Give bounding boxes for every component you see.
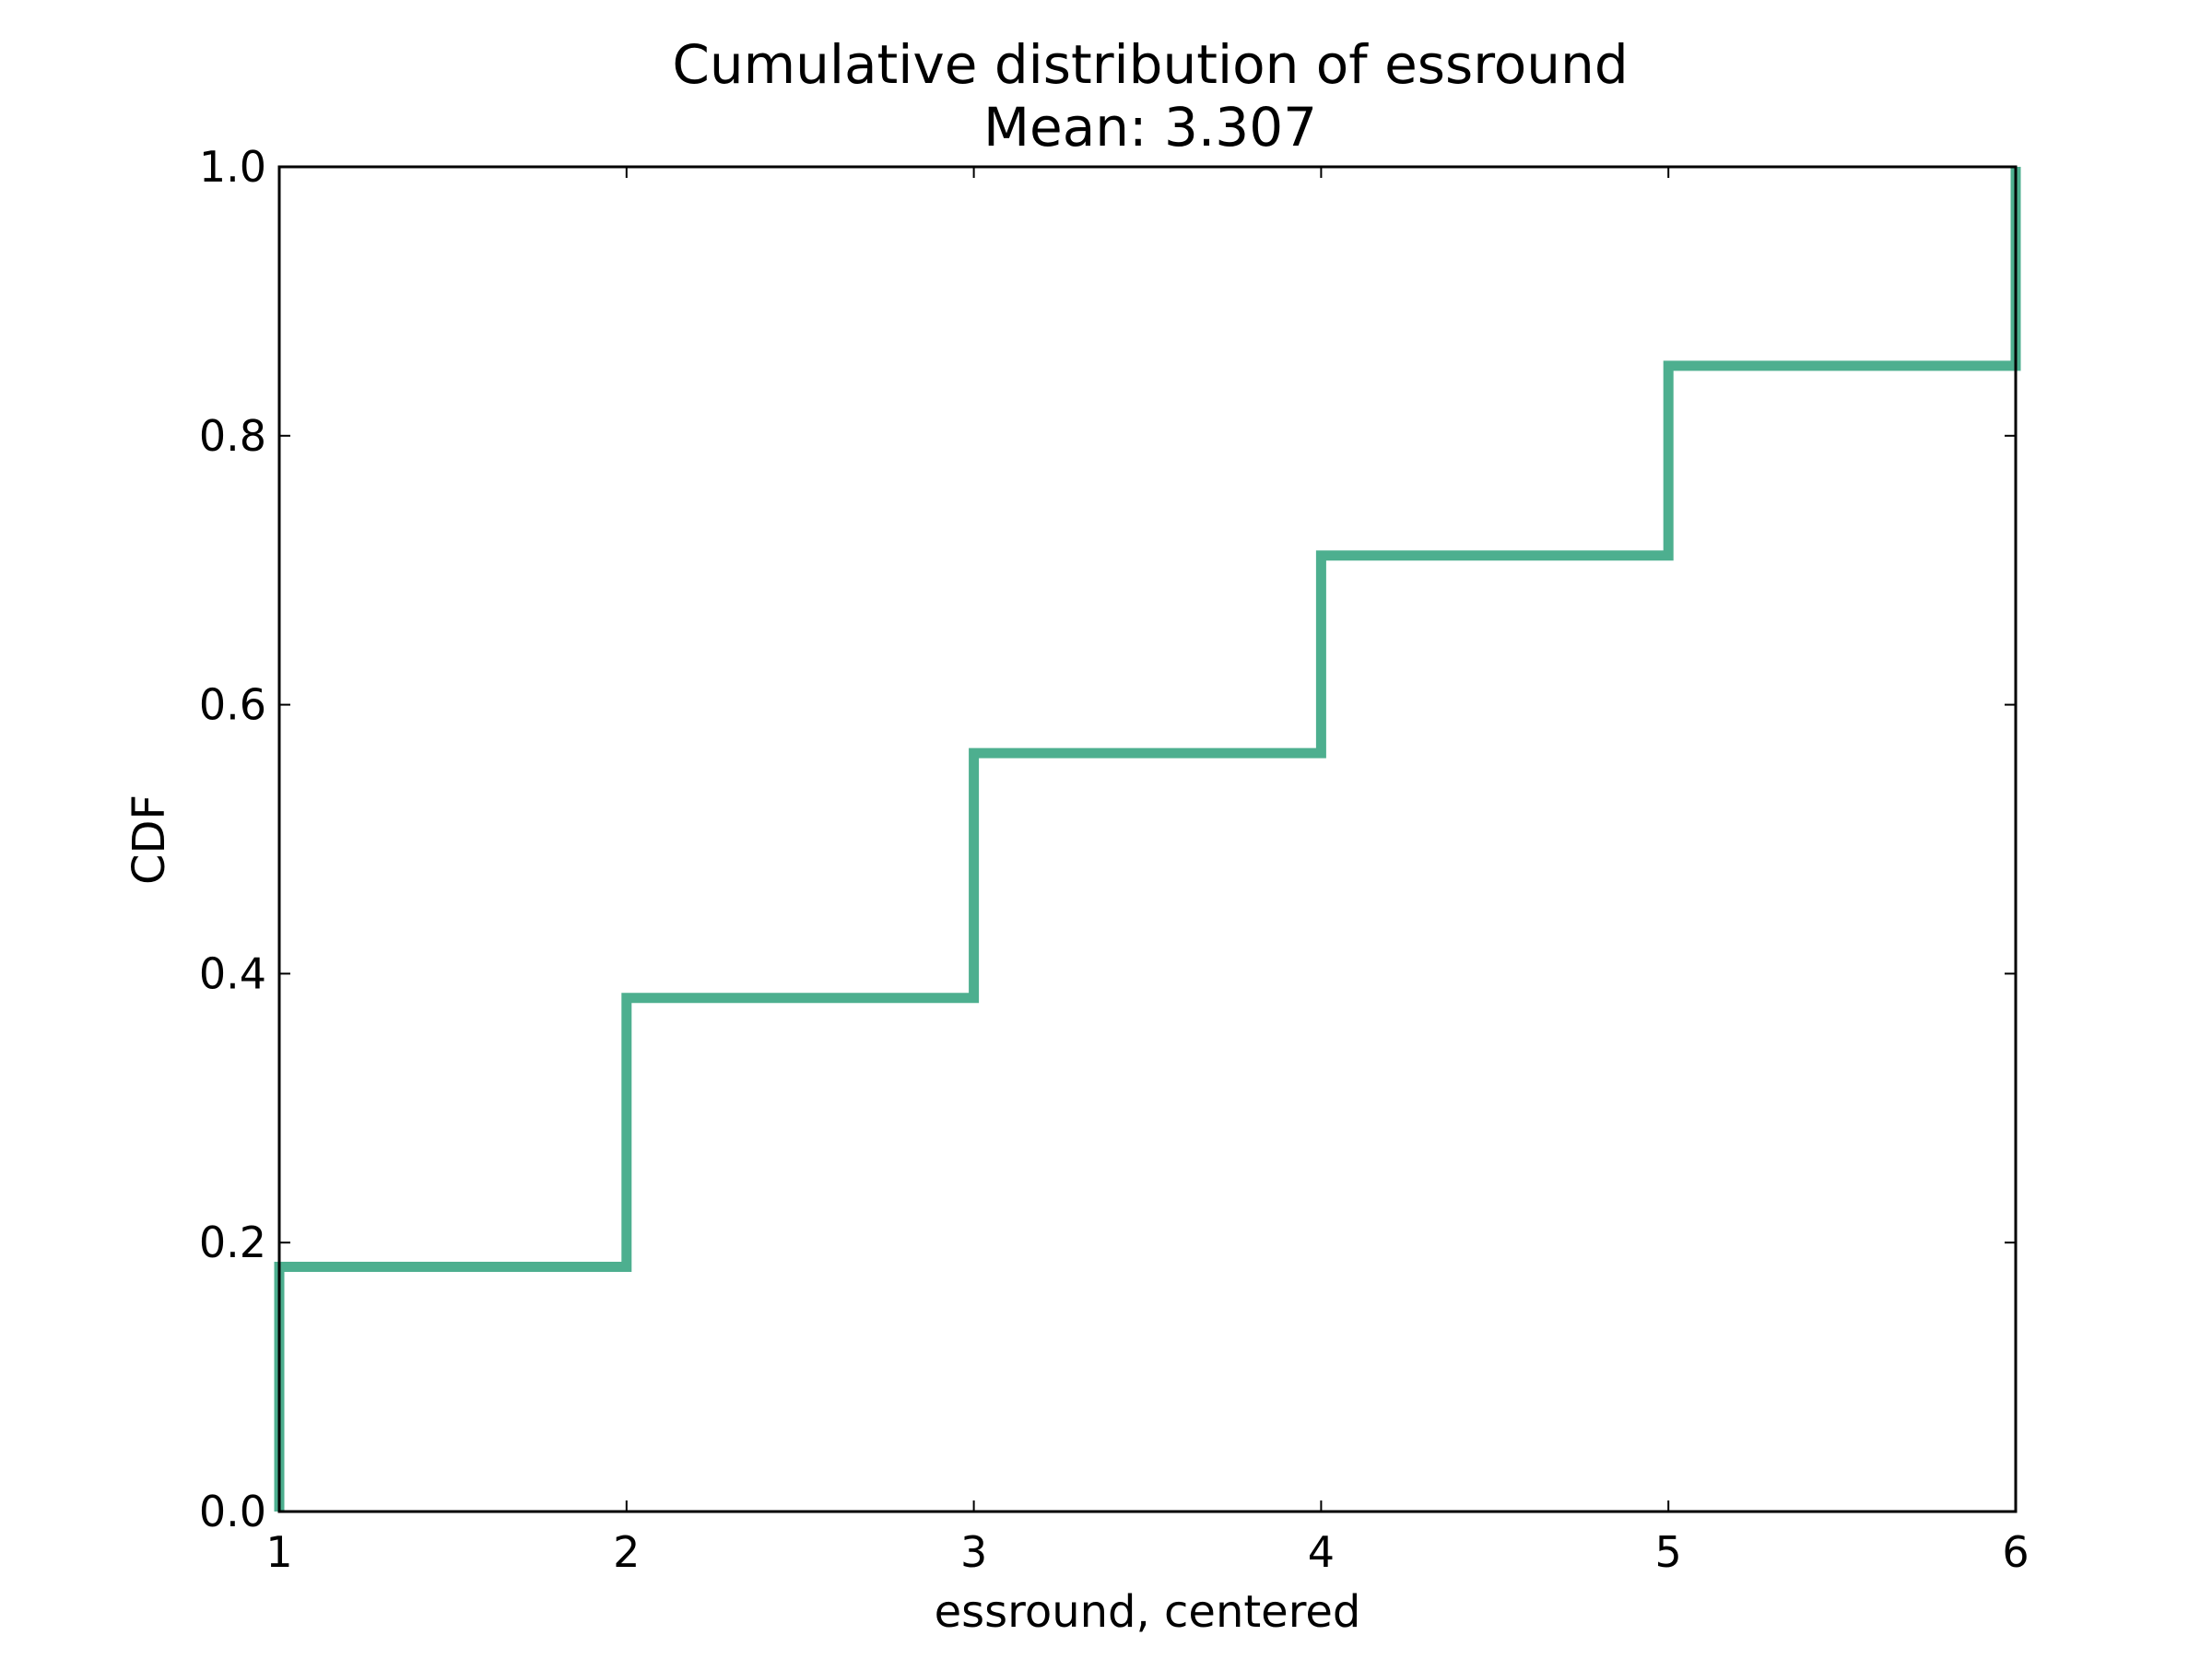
x-tick-label: 6 bbox=[2002, 1527, 2029, 1577]
chart-subtitle: Mean: 3.307 bbox=[983, 96, 1317, 159]
x-axis-label: essround, centered bbox=[935, 1586, 1361, 1638]
x-tick-label: 1 bbox=[265, 1527, 292, 1577]
y-tick-label: 0.0 bbox=[199, 1487, 266, 1536]
y-tick-label: 0.6 bbox=[199, 680, 266, 730]
y-tick-label: 0.8 bbox=[199, 411, 266, 461]
plot-frame bbox=[277, 165, 2018, 1513]
chart-title: Cumulative distribution of essround bbox=[672, 33, 1628, 96]
x-tick-label: 2 bbox=[613, 1527, 640, 1577]
y-tick-label: 1.0 bbox=[199, 142, 266, 192]
tick-labels: 1 2 3 4 5 6 0.0 0.2 0.4 0.6 0.8 1.0 bbox=[199, 142, 2030, 1577]
x-tick-label: 3 bbox=[960, 1527, 987, 1577]
y-tick-label: 0.4 bbox=[199, 948, 266, 998]
cdf-step-line bbox=[274, 167, 2021, 1512]
y-tick-label: 0.2 bbox=[199, 1218, 266, 1267]
series-layer bbox=[274, 167, 2021, 1512]
x-tick-label: 4 bbox=[1308, 1527, 1335, 1577]
x-tick-label: 5 bbox=[1655, 1527, 1682, 1577]
y-axis-label: CDF bbox=[124, 794, 175, 885]
